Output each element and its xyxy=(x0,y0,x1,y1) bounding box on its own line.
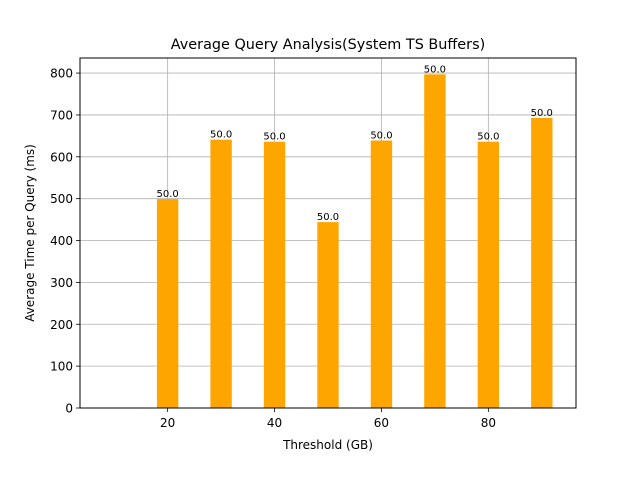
y-tick-label: 700 xyxy=(50,108,73,122)
y-tick-label: 0 xyxy=(65,402,73,416)
y-tick-label: 600 xyxy=(50,150,73,164)
bar-value-label: 50.0 xyxy=(424,64,446,75)
y-tick-label: 800 xyxy=(50,67,73,81)
y-axis-label: Average Time per Query (ms) xyxy=(23,144,37,322)
x-tick-label: 80 xyxy=(481,416,496,430)
bar xyxy=(317,222,339,408)
bar-labels: 50.0 50.0 50.0 50.0 50.0 50.0 50.0 50.0 xyxy=(157,64,553,223)
y-axis-ticks: 0 100 200 300 400 500 600 700 800 xyxy=(50,67,80,416)
chart-title: Average Query Analysis(System TS Buffers… xyxy=(171,37,485,53)
x-tick-label: 40 xyxy=(267,416,282,430)
bars xyxy=(156,74,553,409)
plot-frame xyxy=(79,57,577,409)
bar-value-label: 50.0 xyxy=(477,132,499,143)
x-axis-label: Threshold (GB) xyxy=(282,438,373,452)
y-tick-label: 300 xyxy=(50,276,73,290)
bar xyxy=(477,141,500,408)
bar xyxy=(424,74,446,408)
bar-value-label: 50.0 xyxy=(210,130,232,141)
x-tick-label: 60 xyxy=(374,416,389,430)
y-tick-label: 100 xyxy=(50,360,73,374)
bar xyxy=(210,139,232,408)
bar-value-label: 50.0 xyxy=(317,212,339,223)
bar-value-label: 50.0 xyxy=(531,108,553,119)
y-tick-label: 200 xyxy=(50,318,73,332)
bar xyxy=(531,117,553,409)
y-tick-label: 400 xyxy=(50,234,73,248)
bar xyxy=(370,140,393,408)
bar-value-label: 50.0 xyxy=(157,189,179,200)
bar xyxy=(156,199,179,408)
x-axis-ticks: 20 40 60 80 xyxy=(160,408,496,430)
bar-value-label: 50.0 xyxy=(263,132,285,143)
bar xyxy=(263,141,286,408)
x-tick-label: 20 xyxy=(160,416,175,430)
y-tick-label: 500 xyxy=(50,192,73,206)
bar-value-label: 50.0 xyxy=(370,130,392,141)
